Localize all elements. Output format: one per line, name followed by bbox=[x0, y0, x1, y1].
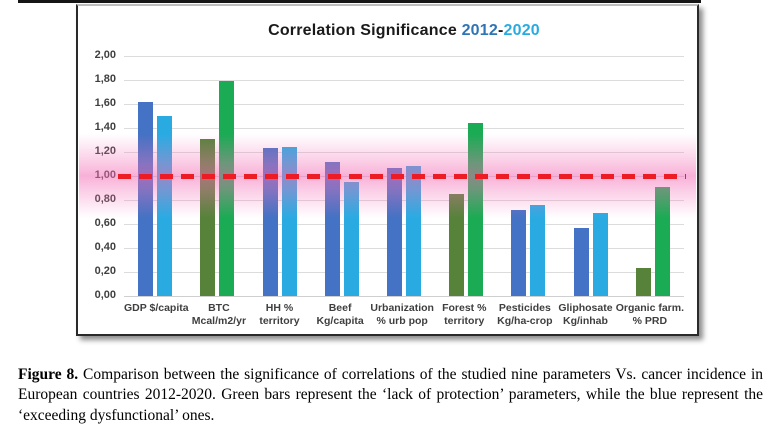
y-tick-label: 1,80 bbox=[78, 73, 116, 85]
y-tick-label: 0,00 bbox=[78, 289, 116, 301]
x-axis-label: Urbanization% urb pop bbox=[370, 302, 434, 328]
chart-bar-2020 bbox=[468, 123, 483, 296]
chart-bar-2020 bbox=[406, 166, 421, 296]
x-axis-label-line: BTC bbox=[189, 302, 250, 315]
chart-title-year-2012: 2012 bbox=[462, 22, 498, 39]
chart-title: Correlation Significance 2012-2020 bbox=[124, 22, 684, 40]
chart-bar-2012 bbox=[574, 228, 589, 296]
chart-bar-2012 bbox=[325, 162, 340, 296]
chart-title-year-2020: 2020 bbox=[504, 22, 540, 39]
x-axis-label-line: Urbanization bbox=[370, 302, 434, 315]
y-tick-label: 1,60 bbox=[78, 97, 116, 109]
figure-caption: Figure 8. Comparison between the signifi… bbox=[18, 365, 763, 426]
y-tick-label: 0,20 bbox=[78, 265, 116, 277]
chart-bar-2012 bbox=[449, 194, 464, 296]
gridline bbox=[124, 296, 684, 297]
x-axis-label-line: Mcal/m2/yr bbox=[189, 315, 250, 328]
y-tick-label: 0,60 bbox=[78, 217, 116, 229]
x-axis-label-line: territory bbox=[249, 315, 310, 328]
chart-bar-2020 bbox=[344, 182, 359, 296]
x-axis-label-line: Beef bbox=[310, 302, 371, 315]
page: { "figure": { "title": { "main": "Correl… bbox=[0, 0, 781, 409]
x-axis-label-line: HH % bbox=[249, 302, 310, 315]
chart-bar-2012 bbox=[511, 210, 526, 296]
chart-bar-2020 bbox=[530, 205, 545, 296]
x-axis-label-line: Kg/inhab bbox=[555, 315, 616, 328]
page-top-rule bbox=[18, 0, 701, 3]
chart-title-main: Correlation Significance bbox=[268, 22, 461, 39]
y-tick-label: 2,00 bbox=[78, 49, 116, 61]
x-axis-label-line: % PRD bbox=[616, 315, 684, 328]
x-axis-label: HH %territory bbox=[249, 302, 310, 328]
chart-bar-2020 bbox=[655, 187, 670, 296]
chart-bar-2020 bbox=[219, 81, 234, 296]
x-axis-label: GDP $/capita bbox=[124, 302, 189, 328]
chart-bar-2012 bbox=[263, 148, 278, 296]
chart-bar-2020 bbox=[593, 213, 608, 296]
x-axis-label-line: % urb pop bbox=[370, 315, 434, 328]
chart-bar-2012 bbox=[636, 268, 651, 296]
figure-caption-label: Figure 8. bbox=[18, 366, 78, 383]
x-axis-label-line: Pesticides bbox=[495, 302, 556, 315]
y-tick-label: 1,00 bbox=[78, 169, 116, 181]
chart-bar-2020 bbox=[157, 116, 172, 296]
chart-bar-2020 bbox=[282, 147, 297, 296]
x-axis-label-line: Kg/capita bbox=[310, 315, 371, 328]
y-tick-label: 1,40 bbox=[78, 121, 116, 133]
x-axis-label: Organic farm.% PRD bbox=[616, 302, 684, 328]
figure-caption-text: Comparison between the significance of c… bbox=[18, 366, 763, 424]
x-axis-label-line: Organic farm. bbox=[616, 302, 684, 315]
x-axis-label-line: GDP $/capita bbox=[124, 302, 189, 315]
x-axis-label-line: Kg/ha-crop bbox=[495, 315, 556, 328]
y-tick-label: 0,40 bbox=[78, 241, 116, 253]
reference-line bbox=[118, 174, 686, 179]
x-axis-label: Forest %territory bbox=[434, 302, 495, 328]
y-tick-label: 0,80 bbox=[78, 193, 116, 205]
chart-bar-2012 bbox=[200, 139, 215, 296]
x-axis-label-line: Gliphosate bbox=[555, 302, 616, 315]
x-axis-label-line: territory bbox=[434, 315, 495, 328]
chart-bar-2012 bbox=[138, 102, 153, 296]
y-tick-label: 1,20 bbox=[78, 145, 116, 157]
chart-figure: Correlation Significance 2012-2020 0,00 0… bbox=[76, 4, 699, 336]
chart-bar-2012 bbox=[387, 168, 402, 296]
x-axis-label-line: Forest % bbox=[434, 302, 495, 315]
